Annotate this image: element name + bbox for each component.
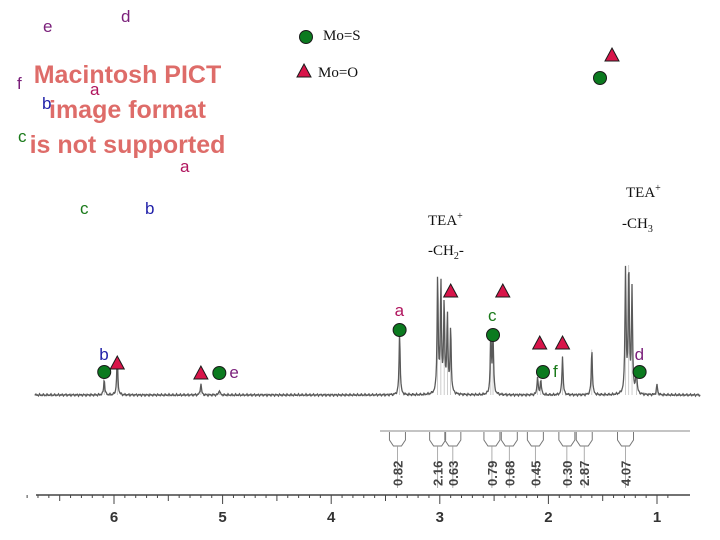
peak-label-b: b (99, 345, 108, 364)
integral-bracket-2: 0.63 (444, 432, 462, 488)
integral-bracket-shape-4 (500, 432, 518, 447)
tea-ch3-text: TEA (626, 185, 656, 201)
integral-bracket-shape-7 (575, 432, 593, 447)
red-triangle-marker-7 (494, 282, 511, 298)
green-circle-marker-3 (212, 366, 227, 380)
integral-bracket-6: 0.30 (558, 432, 576, 488)
integral-bracket-shape-0 (388, 432, 406, 447)
integral-value-3: 0.79 (485, 461, 500, 486)
integral-bracket-shape-6 (558, 432, 576, 447)
x-tick-label-3: 3 (436, 509, 444, 526)
peak-label-f: f (553, 362, 558, 381)
integral-bracket-shape-5 (526, 432, 544, 447)
tea-ch2-label-top: TEA+ (428, 212, 463, 229)
integral-bracket-1: 2.16 (429, 432, 447, 488)
integral-bracket-3: 0.79 (483, 432, 501, 488)
peak-label-c: c (488, 306, 497, 325)
red-triangle-marker-5 (442, 282, 459, 298)
pict-line-1: Macintosh PICT (33, 61, 222, 89)
tea-ch3-label-bottom: -CH3 (622, 217, 653, 235)
tea-ch3-sub: 3 (647, 224, 653, 235)
green-circle-marker-4 (392, 323, 407, 337)
structure-label-b-top: b (42, 94, 52, 113)
structure-label-d: d (121, 7, 131, 26)
tea-ch2-ch: -CH (428, 243, 454, 259)
integral-value-5: 0.45 (528, 461, 543, 486)
x-tick-label-0: 6 (110, 509, 118, 526)
red-triangle-marker-10 (554, 334, 571, 350)
integral-bracket-shape-2 (444, 432, 462, 447)
structure-label-c-left: c (18, 127, 27, 146)
red-triangle-marker-1 (109, 354, 126, 370)
tea-ch3-plus: + (655, 183, 661, 194)
x-tick-label-4: 2 (544, 509, 552, 526)
x-tick-label-1: 5 (218, 509, 226, 526)
structure-label-b-mid: b (145, 199, 155, 218)
structure-label-c-mid: c (80, 199, 89, 218)
x-tick-label-2: 4 (327, 509, 336, 526)
green-circle-icon (299, 30, 313, 44)
legend-circle-label: Mo=S (323, 28, 361, 44)
integral-bracket-4: 0.68 (500, 432, 518, 488)
tea-ch2-label-bottom: -CH2- (428, 244, 464, 262)
integral-value-7: 2.87 (577, 461, 592, 486)
tea-ch2-dash: - (458, 243, 464, 259)
integral-bracket-7: 2.87 (575, 432, 593, 488)
green-circle-marker-11 (632, 365, 647, 379)
integral-value-8: 4.07 (619, 461, 634, 486)
integral-value-0: 0.82 (390, 461, 405, 486)
red-triangle-icon (296, 62, 312, 78)
peak-label-e: e (229, 363, 238, 382)
structure-label-a-top: a (90, 80, 100, 99)
spectrum-trace (34, 265, 701, 398)
tea-ch2-text: TEA (428, 213, 458, 229)
legend-triangle-label: Mo=O (318, 65, 359, 81)
structure-label-a-mid: a (180, 157, 190, 176)
green-circle-marker-13 (593, 71, 607, 85)
structure-label-e: e (43, 17, 53, 36)
integral-bracket-0: 0.82 (388, 432, 406, 488)
peak-label-a: a (395, 301, 405, 320)
integral-bracket-8: 4.07 (617, 432, 635, 488)
integral-bracket-shape-8 (617, 432, 635, 447)
integral-value-4: 0.68 (502, 461, 517, 486)
tea-ch3-label-top: TEA+ (626, 184, 661, 201)
pict-unsupported-placeholder: Macintosh PICT image format is not suppo… (20, 58, 235, 163)
structure-label-f: f (17, 74, 22, 93)
pict-line-3: is not supported (29, 131, 226, 159)
pict-line-2: image format (49, 96, 206, 124)
tea-ch3-ch: -CH (622, 216, 648, 232)
red-triangle-marker-2 (193, 364, 209, 380)
integral-bracket-shape-3 (483, 432, 501, 447)
tea-ch2-plus: + (457, 211, 463, 222)
green-circle-marker-6 (486, 328, 501, 342)
peak-label-d: d (635, 345, 644, 364)
green-circle-marker-9 (535, 365, 550, 379)
tea-ch2-sub: 2 (453, 251, 459, 262)
green-circle-marker-0 (97, 365, 112, 379)
integral-value-6: 0.30 (560, 461, 575, 486)
x-tick-label-5: 1 (653, 509, 661, 526)
red-triangle-marker-12 (604, 46, 620, 62)
integral-value-2: 0.63 (446, 461, 461, 486)
red-triangle-marker-8 (531, 334, 548, 350)
integral-bracket-shape-1 (429, 432, 447, 447)
integral-value-1: 2.16 (431, 461, 446, 486)
integral-bracket-5: 0.45 (526, 432, 544, 488)
